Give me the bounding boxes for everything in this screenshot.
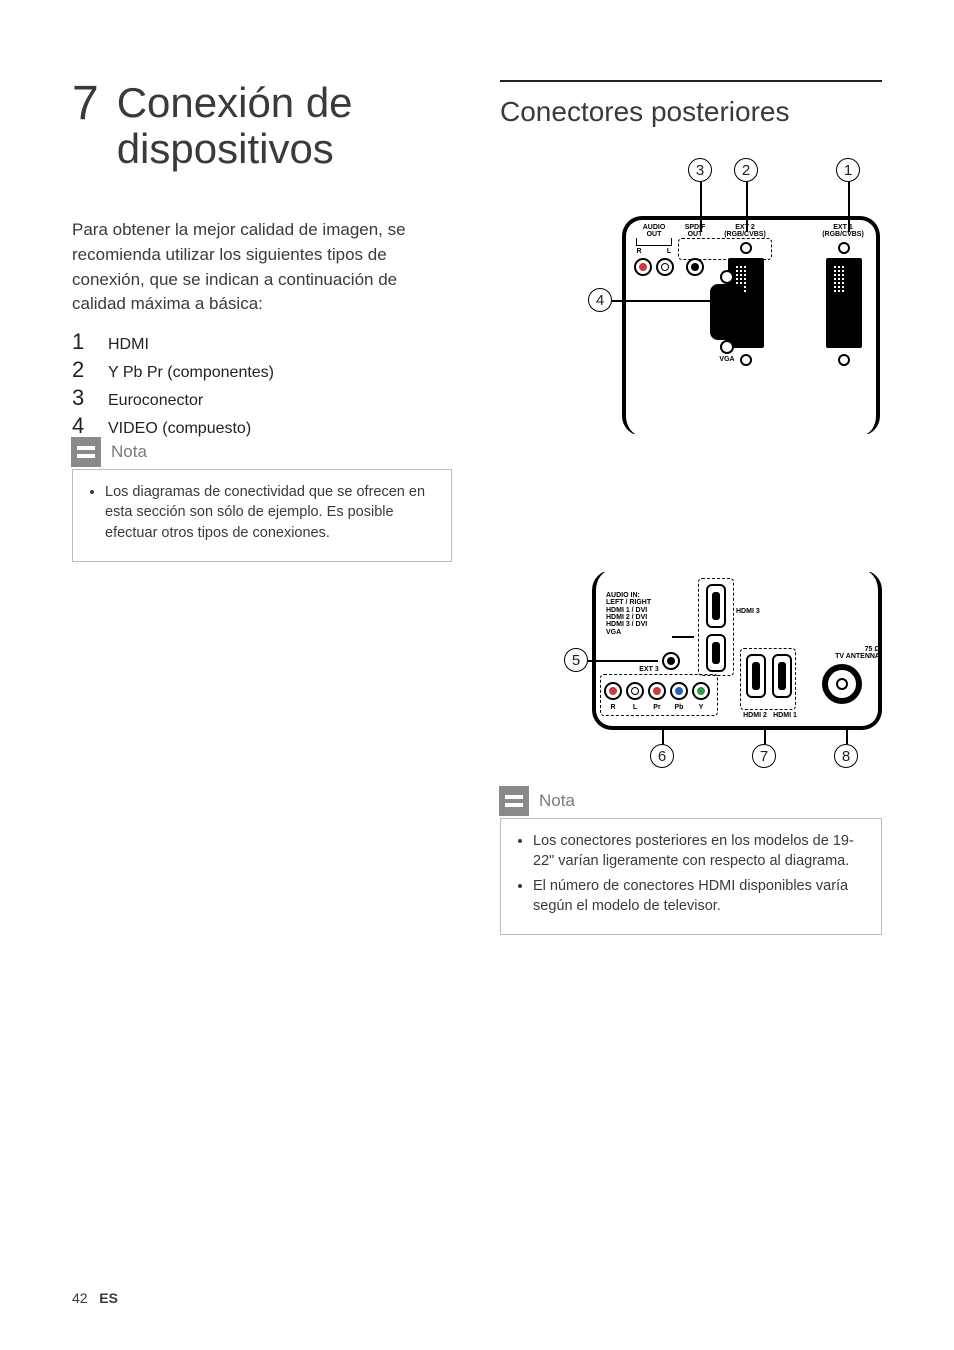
antenna-port — [822, 664, 862, 704]
section-rule — [500, 80, 882, 82]
spdif-out — [686, 258, 704, 276]
section-title: Conectores posteriores — [500, 96, 882, 128]
callout-6: 6 — [650, 744, 674, 768]
ext3-r — [604, 682, 622, 700]
hdmi1-port — [772, 654, 792, 698]
ext3-l — [626, 682, 644, 700]
page-footer: 42 ES — [72, 1290, 118, 1306]
label-ext3-l: L — [626, 704, 644, 711]
label-r: R — [634, 248, 644, 255]
label-hdmi3: HDMI 3 — [736, 608, 770, 615]
note-item: El número de conectores HDMI disponibles… — [533, 876, 867, 917]
list-number: 2 — [72, 357, 90, 383]
note-title: Nota — [111, 442, 155, 462]
note-box: Los conectores posteriores en los modelo… — [500, 818, 882, 935]
chapter-heading: 7 Conexión de dispositivos — [72, 80, 452, 172]
ext3-pr — [648, 682, 666, 700]
list-text: HDMI — [108, 336, 149, 354]
list-number: 3 — [72, 385, 90, 411]
label-antenna: 75 Ω TV ANTENNA — [820, 646, 880, 661]
quality-list: 1 HDMI 2 Y Pb Pr (componentes) 3 Euroconect… — [72, 329, 452, 439]
page-lang: ES — [99, 1290, 118, 1306]
note-item: Los conectores posteriores en los modelo… — [533, 831, 867, 872]
list-number: 4 — [72, 413, 90, 439]
chapter-title: Conexión de dispositivos — [117, 80, 452, 172]
ext1-scart — [826, 258, 862, 348]
list-item: 3 Euroconector — [72, 385, 452, 411]
label-audio-out: AUDIO OUT — [636, 224, 672, 239]
page-number: 42 — [72, 1290, 88, 1306]
hdmi3-port-b — [706, 634, 726, 672]
ext3-pb — [670, 682, 688, 700]
label-ext3-pr: Pr — [648, 704, 666, 711]
label-ext3-pb: Pb — [670, 704, 688, 711]
label-hdmi1: HDMI 1 — [770, 712, 800, 719]
label-ext3-y: Y — [692, 704, 710, 711]
audio-out-l — [656, 258, 674, 276]
callout-1: 1 — [836, 158, 860, 182]
audio-out-r — [634, 258, 652, 276]
list-item: 4 VIDEO (compuesto) — [72, 413, 452, 439]
label-audio-in: AUDIO IN: LEFT / RIGHT HDMI 1 / DVI HDMI… — [606, 592, 672, 636]
list-text: Y Pb Pr (componentes) — [108, 364, 274, 382]
vga-port — [710, 284, 744, 340]
label-vga: VGA — [712, 356, 742, 363]
hdmi3-port — [706, 584, 726, 628]
callout-5: 5 — [564, 648, 588, 672]
list-text: Euroconector — [108, 392, 203, 410]
intro-text: Para obtener la mejor calidad de imagen,… — [72, 218, 452, 317]
hdmi2-port — [746, 654, 766, 698]
note-icon — [71, 437, 101, 467]
list-number: 1 — [72, 329, 90, 355]
callout-4: 4 — [588, 288, 612, 312]
label-l: L — [664, 248, 674, 255]
note-item: Los diagramas de conectividad que se ofr… — [105, 482, 437, 543]
chapter-number: 7 — [72, 80, 99, 128]
label-hdmi2: HDMI 2 — [740, 712, 770, 719]
label-ext2: EXT 2 (RGB/CVBS) — [722, 224, 768, 239]
label-spdif: SPDIF OUT — [680, 224, 710, 239]
ext3-y — [692, 682, 710, 700]
label-ext3: EXT 3 — [634, 666, 664, 673]
note-title: Nota — [539, 791, 583, 811]
ext1-indicator — [838, 242, 850, 254]
callout-2: 2 — [734, 158, 758, 182]
label-ext1: EXT 1 (RGB/CVBS) — [820, 224, 866, 239]
audio-in-jack — [662, 652, 680, 670]
callout-7: 7 — [752, 744, 776, 768]
list-text: VIDEO (compuesto) — [108, 420, 251, 438]
label-ext3-r: R — [604, 704, 622, 711]
list-item: 2 Y Pb Pr (componentes) — [72, 357, 452, 383]
callout-3: 3 — [688, 158, 712, 182]
connector-diagram: 3 2 1 4 5 6 7 8 — [522, 158, 882, 778]
note-icon — [499, 786, 529, 816]
list-item: 1 HDMI — [72, 329, 452, 355]
ext2-indicator — [740, 242, 752, 254]
note-box: Los diagramas de conectividad que se ofr… — [72, 469, 452, 562]
callout-8: 8 — [834, 744, 858, 768]
